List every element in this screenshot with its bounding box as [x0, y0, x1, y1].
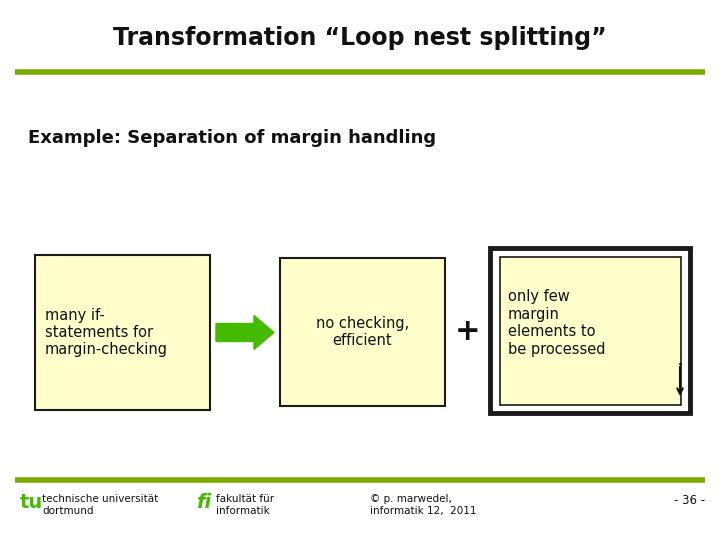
Bar	[280, 258, 445, 406]
Text: tu: tu	[20, 493, 43, 512]
FancyArrow shape	[216, 315, 274, 349]
Text: only few
margin
elements to
be processed: only few margin elements to be processed	[508, 289, 606, 356]
Text: Example: Separation of margin handling: Example: Separation of margin handling	[28, 129, 436, 147]
Text: +: +	[455, 318, 480, 347]
Text: © p. marwedel,: © p. marwedel,	[370, 494, 452, 504]
Text: dortmund: dortmund	[42, 506, 94, 516]
Text: fakultät für: fakultät für	[216, 494, 274, 504]
Text: Transformation “Loop nest splitting”: Transformation “Loop nest splitting”	[113, 26, 607, 50]
Text: fi: fi	[196, 493, 211, 512]
Bar	[500, 257, 681, 405]
Text: informatik 12,  2011: informatik 12, 2011	[370, 506, 477, 516]
Text: informatik: informatik	[216, 506, 270, 516]
Text: - 36 -: - 36 -	[674, 494, 705, 507]
Text: technische universität: technische universität	[42, 494, 158, 504]
Bar	[35, 255, 210, 410]
Text: many if-
statements for
margin-checking: many if- statements for margin-checking	[45, 308, 168, 357]
Text: no checking,
efficient: no checking, efficient	[316, 316, 409, 348]
Bar	[490, 248, 690, 413]
